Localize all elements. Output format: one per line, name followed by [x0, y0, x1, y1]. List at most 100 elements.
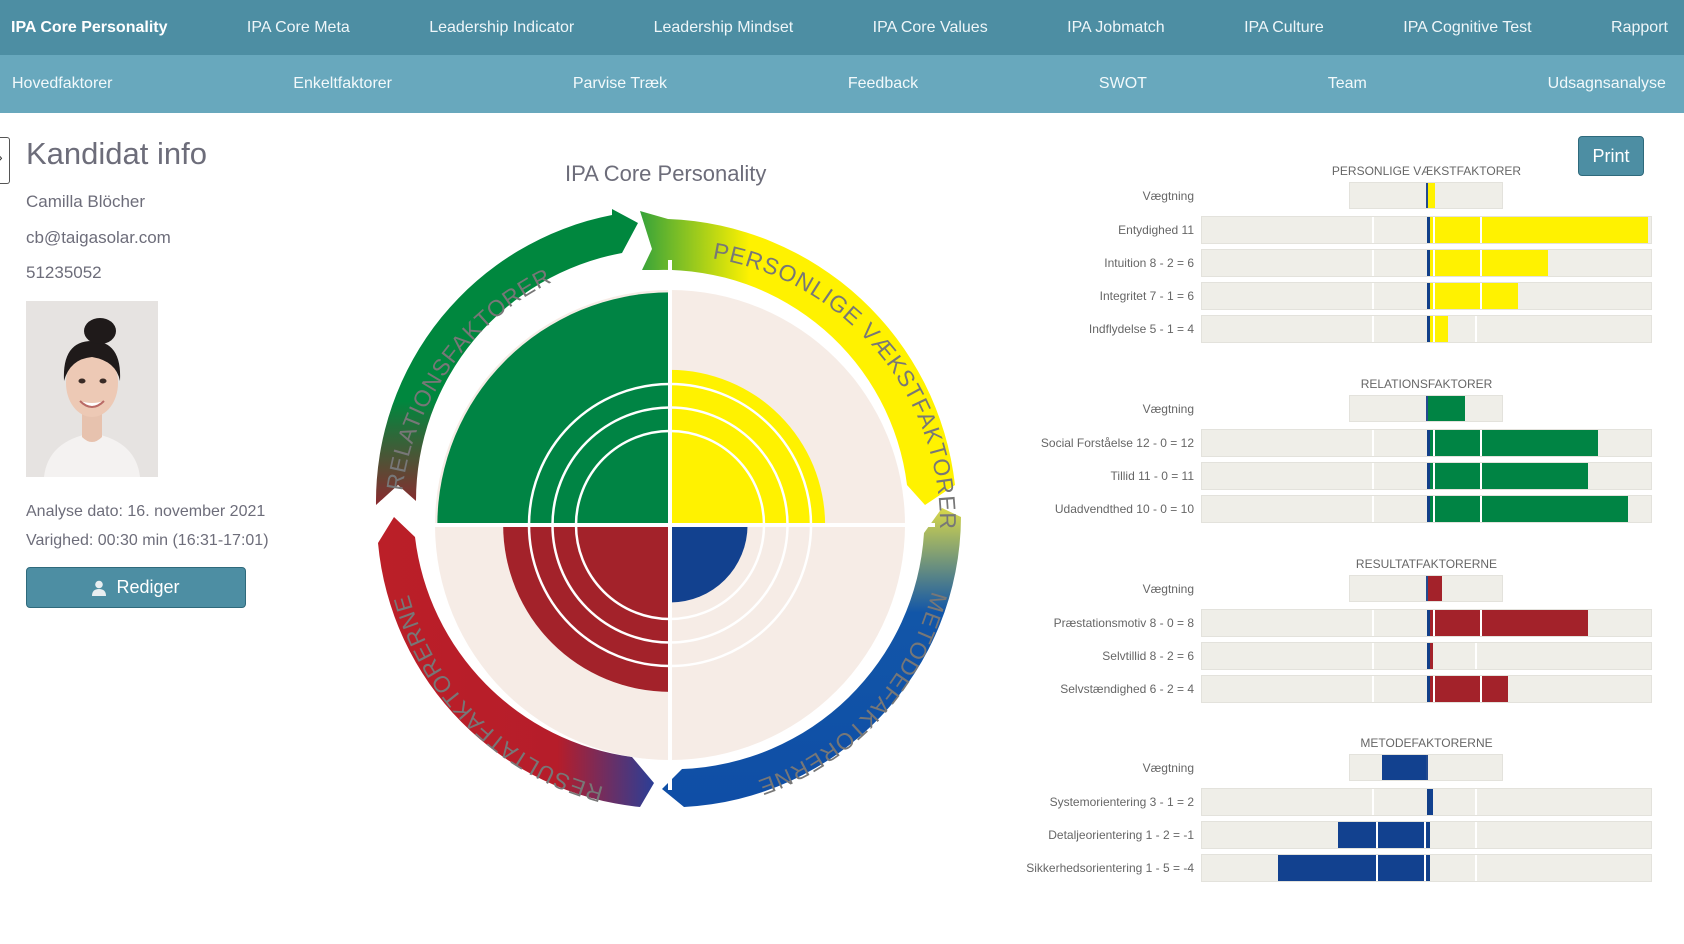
analysis-duration: Varighed: 00:30 min (16:31-17:01): [26, 532, 269, 549]
fill-divider: [1424, 855, 1426, 881]
fill-divider: [1433, 250, 1435, 276]
weight-axis-metodefaktorerne: [1426, 755, 1428, 780]
bar-gridline: [1475, 316, 1477, 342]
fill-divider: [1433, 676, 1435, 702]
fill-divider: [1480, 430, 1482, 456]
core-personality-polar-chart: PERSONLIGE VÆKSTFAKTORER RELATIONSFAKTOR…: [375, 209, 961, 807]
factor-label: Entydighed 11: [1118, 223, 1194, 237]
factor-label: Social Forståelse 12 - 0 = 12: [1040, 436, 1194, 450]
fill-divider: [1433, 283, 1435, 309]
chevron-right-icon: ›: [0, 150, 3, 164]
factor-bar: [1201, 609, 1652, 637]
candidate-phone: 51235052: [26, 263, 102, 282]
factor-value-fill: [1428, 283, 1518, 309]
subnav-swot[interactable]: SWOT: [1098, 75, 1147, 92]
factor-label: Detaljeorientering 1 - 2 = -1: [1048, 828, 1194, 842]
factor-value-fill: [1428, 496, 1628, 522]
chart-title: IPA Core Personality: [565, 161, 767, 186]
fill-divider: [1433, 610, 1435, 636]
candidate-info-panel: Kandidat info Camilla Blöcher cb@taigaso…: [26, 134, 286, 282]
factor-label: Tillid 11 - 0 = 11: [1110, 469, 1194, 483]
nav-ipa-core-meta[interactable]: IPA Core Meta: [246, 18, 350, 36]
weight-fill-personlige-v-kstfaktorer: [1427, 183, 1435, 208]
arc-personlige-vaekstfaktorer: [640, 211, 955, 505]
fill-divider: [1433, 430, 1435, 456]
factor-bar: [1201, 495, 1652, 523]
nav-ipa-core-personality[interactable]: IPA Core Personality: [11, 18, 168, 36]
factor-value-fill: [1428, 316, 1448, 342]
secondary-nav: Hovedfaktorer Enkeltfaktorer Parvise Træ…: [0, 55, 1684, 113]
nav-rapport[interactable]: Rapport: [1611, 18, 1668, 36]
factor-value-fill: [1428, 463, 1588, 489]
factor-value-fill: [1278, 855, 1428, 881]
bar-gridline: [1475, 855, 1477, 881]
bar-gridline: [1372, 316, 1374, 342]
factor-bar: [1201, 216, 1652, 244]
fill-divider: [1433, 217, 1435, 243]
weight-label-relationsfaktorer: Vægtning: [1142, 402, 1194, 416]
factor-label: Systemorientering 3 - 1 = 2: [1049, 795, 1194, 809]
nav-leadership-indicator[interactable]: Leadership Indicator: [429, 18, 575, 36]
bar-gridline: [1372, 430, 1374, 456]
weight-bar-relationsfaktorer: [1349, 395, 1503, 422]
quadrant-value-1: [670, 525, 748, 603]
edit-button-label: Rediger: [116, 577, 180, 597]
fill-divider: [1376, 822, 1378, 848]
weight-bar-personlige-v-kstfaktorer: [1349, 182, 1503, 209]
fill-divider: [1480, 463, 1482, 489]
subnav-team[interactable]: Team: [1327, 75, 1367, 92]
weight-bar-resultatfaktorerne: [1349, 575, 1503, 602]
section-title-relationsfaktorer: RELATIONSFAKTORER: [1360, 377, 1493, 391]
bar-zero-axis: [1427, 496, 1430, 522]
nav-ipa-jobmatch[interactable]: IPA Jobmatch: [1067, 18, 1165, 36]
bar-gridline: [1372, 250, 1374, 276]
arc-metodefaktorerne: [662, 508, 961, 807]
candidate-photo: [26, 301, 158, 477]
factor-value-fill: [1428, 789, 1433, 815]
weight-axis-resultatfaktorerne: [1426, 576, 1428, 601]
bar-gridline: [1475, 822, 1477, 848]
subnav-udsagnsanalyse[interactable]: Udsagnsanalyse: [1547, 75, 1666, 92]
factor-label: Selvstændighed 6 - 2 = 4: [1060, 682, 1194, 696]
factor-value-fill: [1338, 822, 1428, 848]
bar-gridline: [1372, 676, 1374, 702]
bar-zero-axis: [1427, 316, 1430, 342]
quadrant-value-3: [437, 292, 670, 525]
weight-fill-relationsfaktorer: [1427, 396, 1465, 421]
bar-zero-axis: [1427, 643, 1430, 669]
factor-value-fill: [1428, 610, 1588, 636]
factor-value-fill: [1428, 217, 1648, 243]
subnav-hovedfaktorer[interactable]: Hovedfaktorer: [12, 75, 113, 92]
arc-relationsfaktorer: [375, 209, 638, 505]
sidebar-toggle-button[interactable]: ›: [0, 137, 10, 184]
bar-zero-axis: [1427, 463, 1430, 489]
bar-gridline: [1372, 463, 1374, 489]
factor-label: Selvtillid 8 - 2 = 6: [1102, 649, 1194, 663]
weight-label-resultatfaktorerne: Vægtning: [1142, 582, 1194, 596]
print-button[interactable]: Print: [1578, 136, 1644, 176]
factor-bar: [1201, 675, 1652, 703]
nav-ipa-cognitive-test[interactable]: IPA Cognitive Test: [1403, 18, 1532, 36]
weight-fill-resultatfaktorerne: [1427, 576, 1442, 601]
factor-value-fill: [1428, 676, 1508, 702]
subnav-parvise-traek[interactable]: Parvise Træk: [572, 75, 668, 92]
weight-bar-metodefaktorerne: [1349, 754, 1503, 781]
bar-gridline: [1372, 610, 1374, 636]
fill-divider: [1433, 496, 1435, 522]
factor-bar: [1201, 821, 1652, 849]
section-title-resultatfaktorerne: RESULTATFAKTORERNE: [1355, 557, 1498, 571]
factor-label: Intuition 8 - 2 = 6: [1104, 256, 1194, 270]
quadrant-background-1: [670, 525, 905, 760]
subnav-feedback[interactable]: Feedback: [847, 75, 919, 92]
fill-divider: [1433, 316, 1435, 342]
fill-divider: [1424, 822, 1426, 848]
bar-gridline: [1372, 283, 1374, 309]
bar-gridline: [1372, 217, 1374, 243]
factor-label: Sikkerhedsorientering 1 - 5 = -4: [1026, 861, 1194, 875]
edit-button[interactable]: Rediger: [26, 567, 246, 608]
nav-leadership-mindset[interactable]: Leadership Mindset: [653, 18, 794, 36]
subnav-enkeltfaktorer[interactable]: Enkeltfaktorer: [293, 75, 393, 92]
nav-ipa-culture[interactable]: IPA Culture: [1244, 18, 1324, 36]
nav-ipa-core-values[interactable]: IPA Core Values: [872, 18, 988, 36]
analysis-date: Analyse dato: 16. november 2021: [26, 503, 266, 520]
